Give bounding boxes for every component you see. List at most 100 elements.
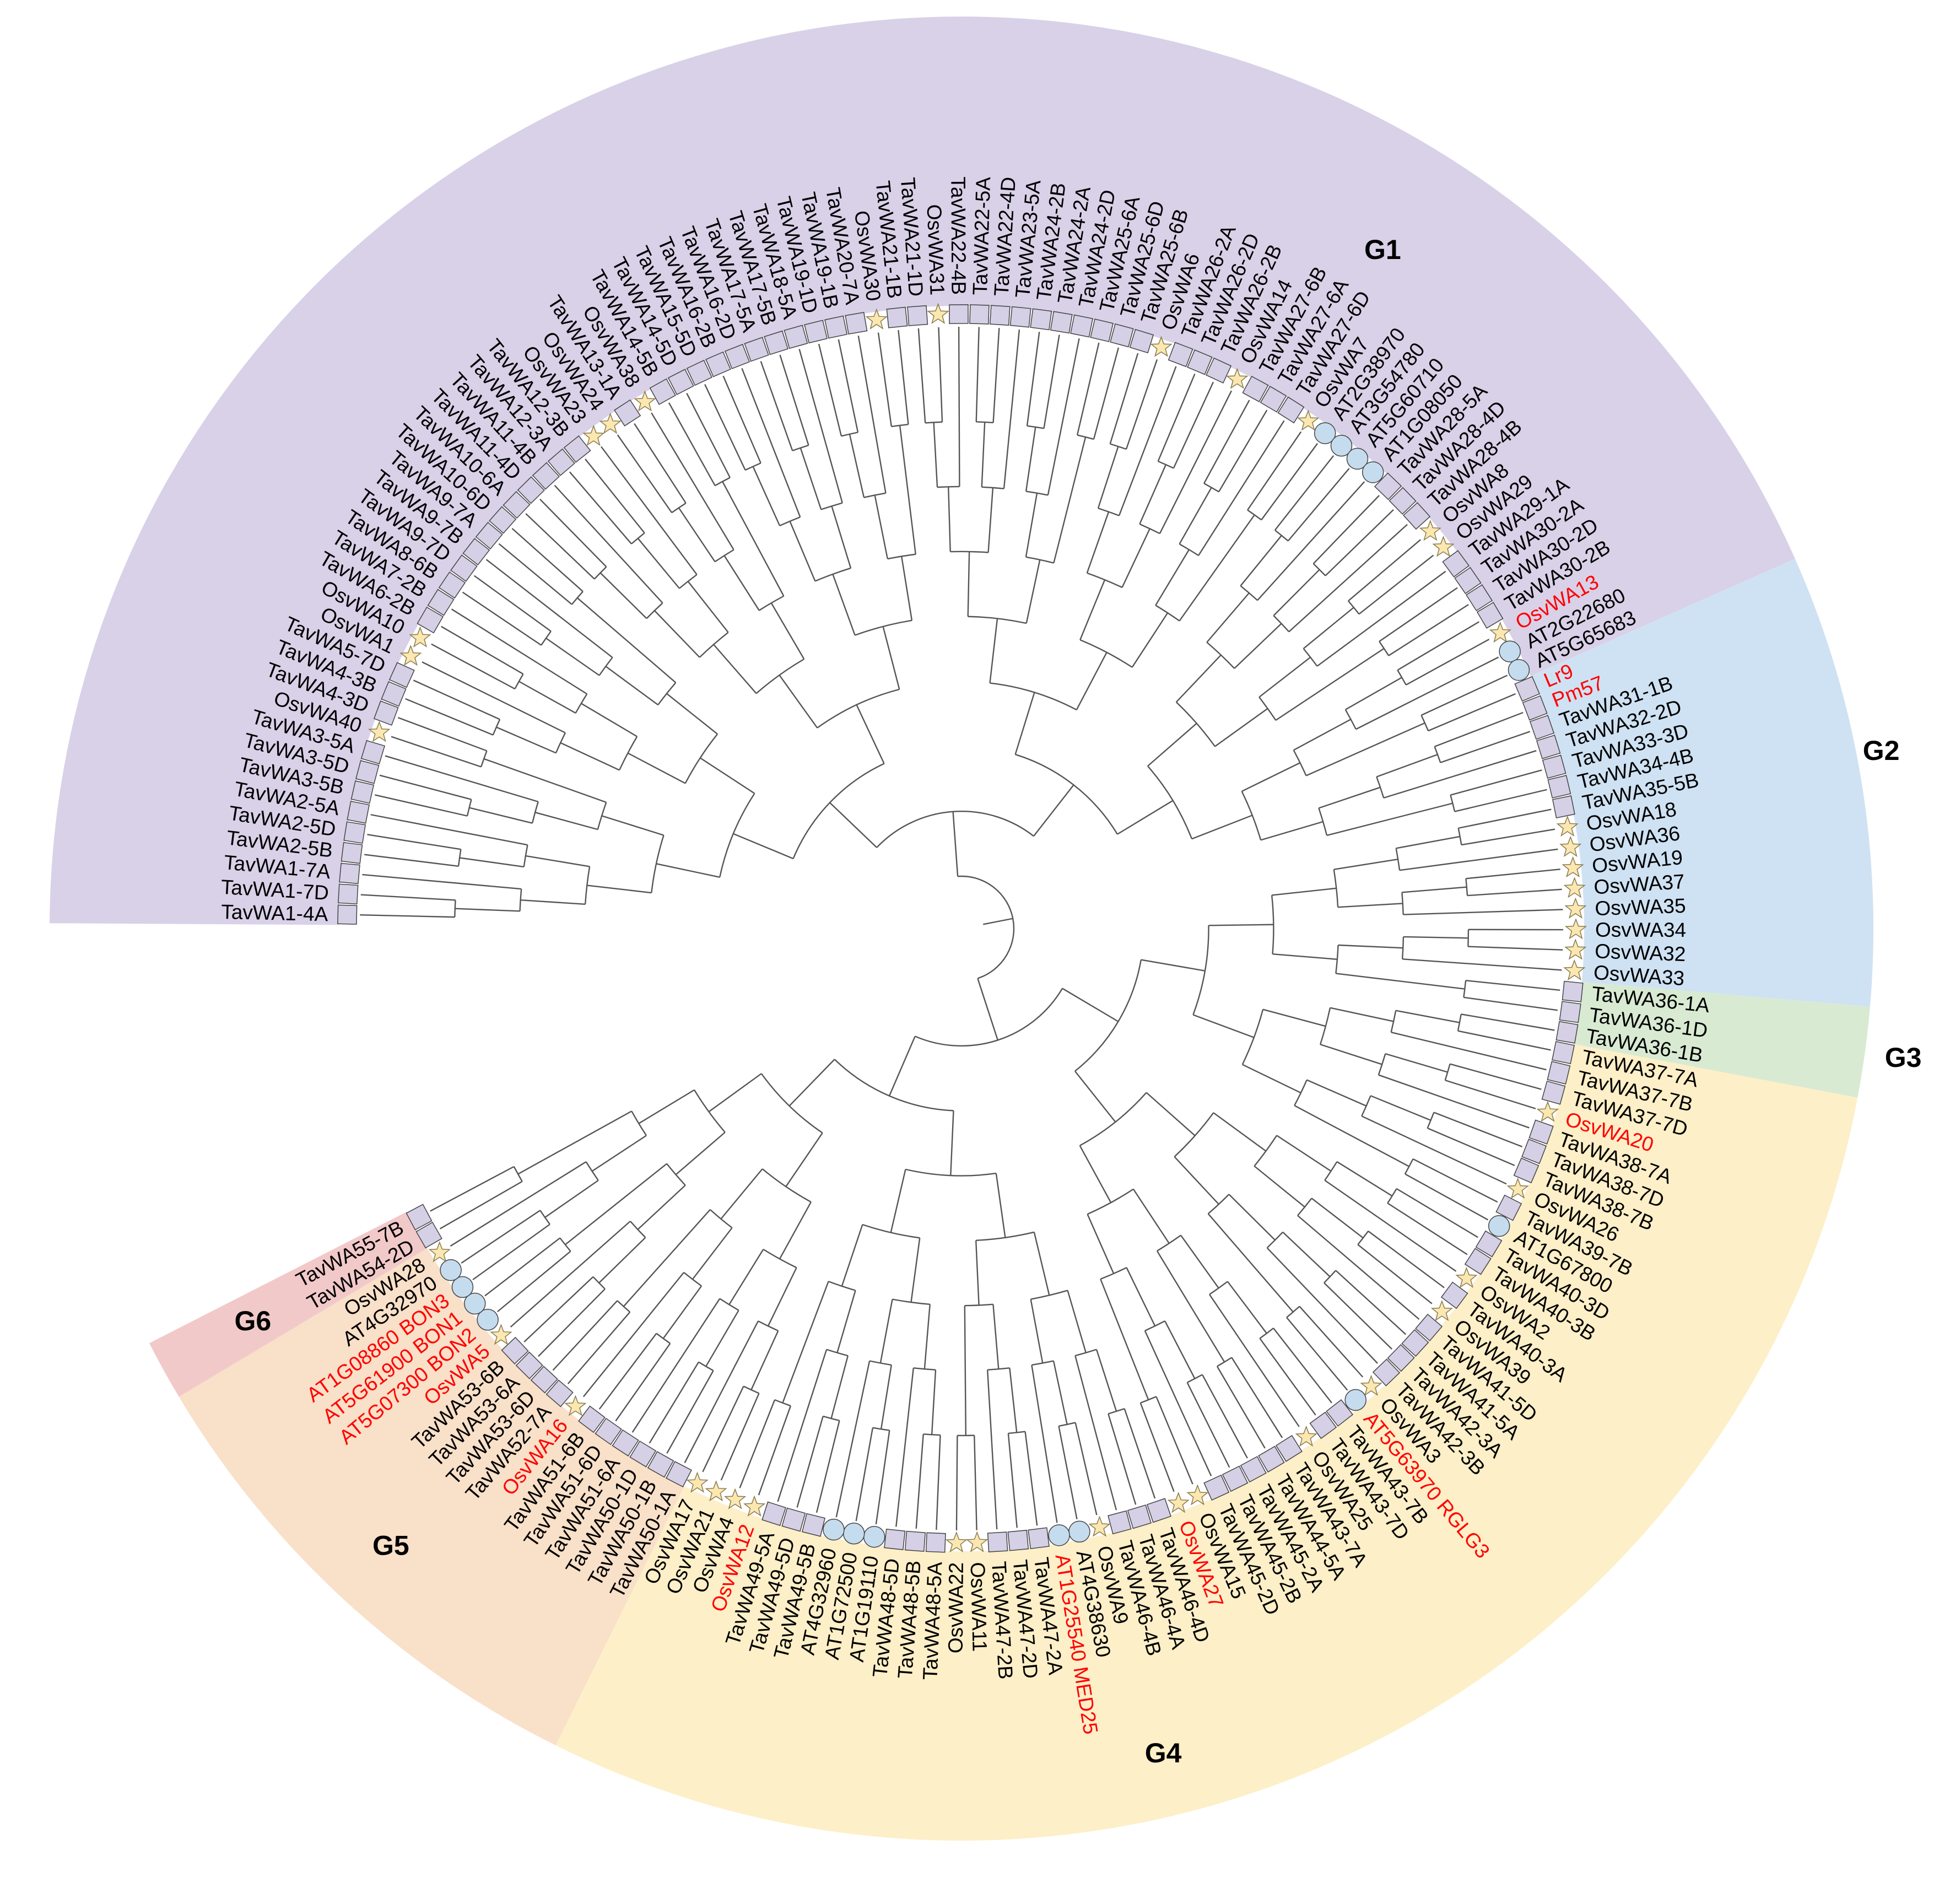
square-marker — [1513, 1157, 1540, 1184]
circle-marker — [1048, 1524, 1070, 1546]
leaf-branch — [1273, 1328, 1332, 1404]
square-marker — [989, 305, 1011, 326]
square-marker — [1258, 1445, 1285, 1473]
leaf-markers — [337, 303, 1587, 1553]
leaf-branch — [1287, 468, 1350, 542]
leaf-branch — [1428, 693, 1516, 732]
internal-branch — [901, 556, 913, 621]
leaf-branch — [1274, 455, 1335, 531]
internal-branch — [779, 1201, 812, 1259]
leaf-branch — [1047, 338, 1080, 495]
leaf-branch — [758, 1405, 792, 1496]
internal-branch — [733, 833, 794, 860]
clade-arc — [1206, 641, 1235, 669]
leaf-branch — [615, 1343, 671, 1422]
leaf-branch — [739, 1399, 776, 1488]
leaf-branch — [451, 608, 587, 695]
square-marker — [1536, 735, 1561, 759]
leaf-branch — [1387, 1202, 1468, 1255]
internal-branch — [880, 1364, 892, 1430]
square-marker — [987, 1531, 1008, 1552]
clade-arc — [513, 1166, 523, 1182]
square-marker — [705, 351, 731, 377]
square-marker — [666, 1461, 692, 1487]
clade-arc — [1192, 925, 1209, 1015]
circle-marker — [477, 1309, 499, 1331]
internal-branch — [782, 1281, 829, 1404]
star-marker — [1536, 1101, 1559, 1122]
internal-branch — [1131, 612, 1169, 668]
leaf-branch — [405, 698, 494, 736]
internal-branch — [1402, 886, 1467, 893]
internal-branch — [518, 681, 576, 714]
square-marker — [595, 1417, 622, 1445]
star-marker — [399, 644, 422, 666]
leaf-branch — [1324, 1282, 1392, 1350]
leaf-branch — [1297, 1215, 1420, 1320]
leaf-branch — [498, 543, 572, 605]
clade-arc — [1174, 1112, 1214, 1157]
leaf-branch — [1445, 1080, 1536, 1109]
leaf-branch — [666, 1370, 714, 1454]
leaf-branch — [898, 330, 909, 425]
internal-branch — [598, 1237, 646, 1283]
clade-arc — [1401, 936, 1405, 959]
clade-arc — [1140, 1396, 1157, 1404]
leaf-branch — [1058, 1426, 1078, 1519]
star-marker — [1432, 536, 1455, 557]
internal-branch — [1276, 1135, 1332, 1172]
internal-branch — [1014, 692, 1035, 755]
leaf-branch — [1463, 996, 1558, 1011]
internal-branch — [933, 422, 938, 488]
internal-branch — [1174, 1156, 1219, 1205]
circle-marker — [1330, 434, 1353, 457]
square-marker — [1552, 1041, 1575, 1065]
leaf-branch — [1316, 570, 1446, 667]
square-marker — [501, 1336, 529, 1364]
leaf-branch — [1003, 329, 1020, 489]
square-marker — [406, 1204, 433, 1231]
clade-arc — [1259, 1328, 1274, 1339]
leaf-branch — [1434, 711, 1524, 747]
leaf-branch — [1397, 621, 1480, 671]
clade-arc — [1144, 1320, 1165, 1331]
internal-branch — [831, 505, 852, 569]
square-marker — [1403, 502, 1431, 530]
internal-branch — [1126, 1267, 1156, 1326]
leaf-label: OsvWA34 — [1595, 919, 1686, 941]
circle-marker — [1362, 461, 1384, 483]
square-marker — [373, 700, 399, 726]
leaf-label: TavWA1-4A — [221, 900, 328, 925]
square-marker — [1555, 1021, 1579, 1044]
leaf-branch — [472, 1223, 550, 1281]
clade-arc — [1217, 1357, 1232, 1367]
leaf-branch — [554, 484, 663, 603]
clade-arc — [964, 1303, 993, 1307]
star-marker — [428, 1241, 451, 1263]
leaf-branch — [975, 327, 980, 422]
internal-branch — [601, 815, 664, 836]
clade-arc — [817, 688, 900, 729]
internal-branch — [829, 802, 877, 848]
square-marker — [1309, 1411, 1337, 1439]
square-marker — [489, 506, 517, 534]
square-marker — [341, 842, 363, 864]
square-marker — [1203, 1474, 1230, 1501]
internal-branch — [678, 507, 716, 562]
star-marker — [705, 1480, 727, 1502]
clade-arc — [531, 801, 539, 824]
leaf-branch — [360, 914, 455, 918]
internal-branch — [1241, 762, 1301, 792]
leaf-branch — [523, 1276, 594, 1342]
internal-branch — [910, 1238, 921, 1303]
square-marker — [438, 571, 466, 599]
square-marker — [1522, 695, 1548, 721]
square-marker — [784, 325, 808, 349]
internal-branch — [1025, 493, 1038, 558]
square-marker — [649, 378, 676, 405]
leaf-branch — [1186, 1382, 1230, 1468]
group-label-g6: G6 — [234, 1306, 271, 1336]
leaf-branch — [422, 661, 566, 733]
leaf-label: TavWA22-5A — [969, 176, 995, 295]
